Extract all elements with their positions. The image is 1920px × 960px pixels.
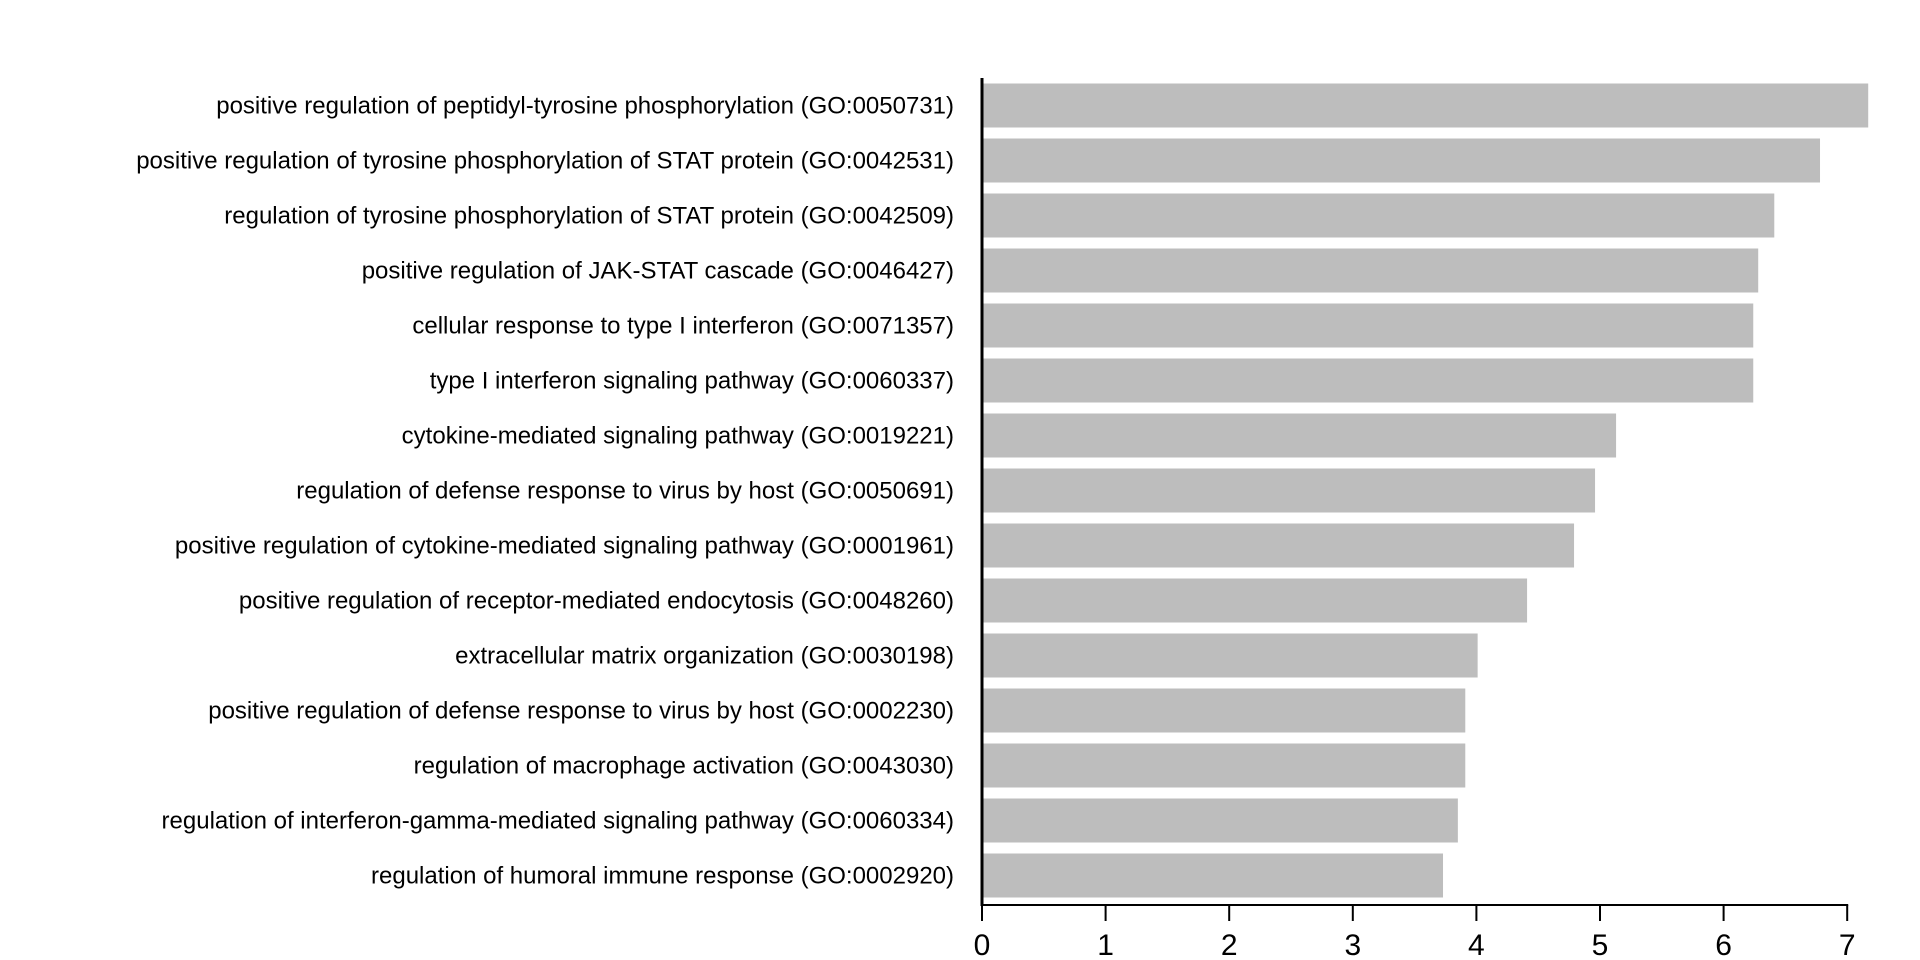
category-label: regulation of macrophage activation (GO:… xyxy=(414,753,954,780)
bar xyxy=(982,413,1617,458)
x-tick-label: 0 xyxy=(974,929,991,960)
bar xyxy=(982,83,1869,128)
bar xyxy=(982,248,1759,293)
category-label: extracellular matrix organization (GO:00… xyxy=(455,643,954,670)
bar xyxy=(982,138,1821,183)
x-tick-label: 4 xyxy=(1468,929,1485,960)
bar xyxy=(982,743,1466,788)
category-label: regulation of humoral immune response (G… xyxy=(371,863,954,890)
category-label: positive regulation of peptidyl-tyrosine… xyxy=(216,93,954,120)
bar xyxy=(982,798,1458,843)
x-tick-label: 3 xyxy=(1344,929,1361,960)
bars-layer xyxy=(982,83,1869,898)
bar xyxy=(982,688,1466,733)
x-tick-label: 1 xyxy=(1097,929,1114,960)
category-label: cytokine-mediated signaling pathway (GO:… xyxy=(402,423,954,450)
category-label: regulation of tyrosine phosphorylation o… xyxy=(224,203,954,230)
category-label: regulation of interferon-gamma-mediated … xyxy=(162,808,954,835)
bar xyxy=(982,303,1754,348)
category-label: positive regulation of defense response … xyxy=(208,698,954,725)
x-tick-label: 7 xyxy=(1839,929,1856,960)
category-label: positive regulation of cytokine-mediated… xyxy=(175,533,954,560)
bar xyxy=(982,468,1596,513)
category-label: type I interferon signaling pathway (GO:… xyxy=(430,368,954,395)
bar xyxy=(982,633,1478,678)
x-tick-label: 2 xyxy=(1221,929,1238,960)
category-label: positive regulation of receptor-mediated… xyxy=(239,588,954,615)
x-tick-label: 5 xyxy=(1592,929,1609,960)
category-label: positive regulation of JAK-STAT cascade … xyxy=(362,258,954,285)
category-label: cellular response to type I interferon (… xyxy=(412,313,954,340)
x-tick-label: 6 xyxy=(1715,929,1732,960)
bar xyxy=(982,523,1575,568)
category-labels: positive regulation of peptidyl-tyrosine… xyxy=(136,93,954,890)
category-label: regulation of defense response to virus … xyxy=(296,478,954,505)
category-label: positive regulation of tyrosine phosphor… xyxy=(136,148,954,175)
axes: 0 1 2 3 4 5 6 7 xyxy=(974,78,1856,960)
bar xyxy=(982,358,1754,403)
bar xyxy=(982,193,1775,238)
bar xyxy=(982,853,1444,898)
bar xyxy=(982,578,1528,623)
